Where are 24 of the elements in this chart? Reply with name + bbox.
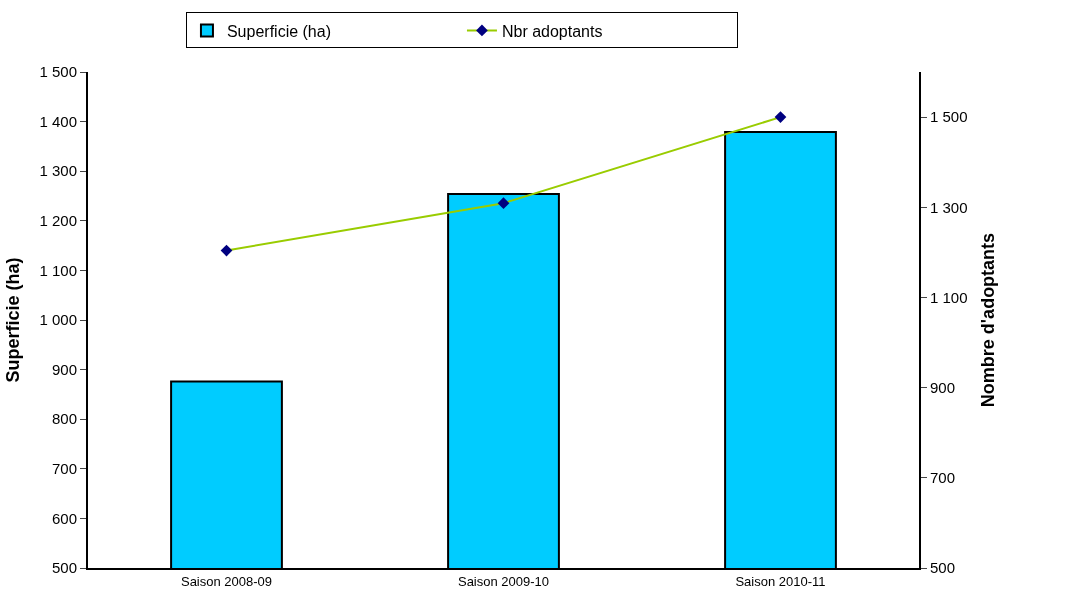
y2-tick-label: 1 300 xyxy=(930,198,968,216)
y2-tick-label: 1 500 xyxy=(930,108,968,126)
y2-axis-title: Nombre d'adoptants xyxy=(978,232,999,408)
y-tick-label: 1 400 xyxy=(39,112,77,130)
legend-label: Superficie (ha) xyxy=(226,22,331,40)
y-tick-label: 1 100 xyxy=(39,261,77,279)
y-tick-label: 600 xyxy=(51,509,77,527)
y-tick-label: 1 000 xyxy=(39,311,77,329)
y-tick-label: 900 xyxy=(51,360,77,378)
y-tick-label: 700 xyxy=(51,460,77,478)
y-tick-label: 1 300 xyxy=(39,162,77,180)
y-tick-label: 1 500 xyxy=(39,63,77,81)
y-axis-title: Superficie (ha) xyxy=(3,257,24,383)
y2-tick-label: 700 xyxy=(930,469,956,487)
legend-label: Nbr adoptants xyxy=(501,22,603,40)
y2-tick-label: 1 100 xyxy=(930,288,968,306)
y-tick-label: 1 200 xyxy=(39,212,77,230)
y2-tick-label: 500 xyxy=(930,559,956,577)
y2-tick-label: 900 xyxy=(930,378,956,396)
x-tick-label: Saison 2009-10 xyxy=(457,573,550,589)
y-tick-label: 800 xyxy=(51,410,77,428)
y-tick-label: 500 xyxy=(51,559,77,577)
x-tick-label: Saison 2010-11 xyxy=(735,573,826,589)
x-tick-label: Saison 2008-09 xyxy=(180,573,273,589)
